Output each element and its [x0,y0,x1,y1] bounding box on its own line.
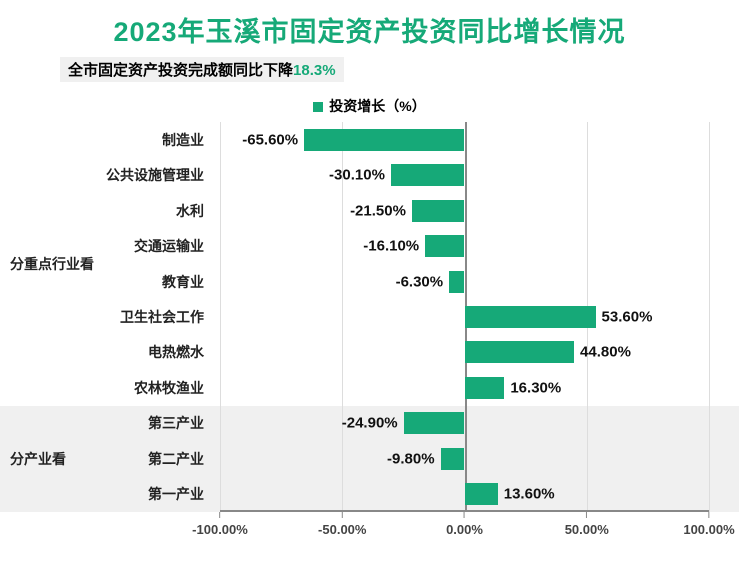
category-label: 电热燃水 [12,342,212,362]
x-tick: 0.00% [446,512,483,537]
x-tick: -100.00% [192,512,248,537]
chart-area: 制造业-65.60%公共设施管理业-30.10%水利-21.50%交通运输业-1… [0,122,739,552]
value-label: 44.80% [580,344,631,361]
chart-title: 2023年玉溪市固定资产投资同比增长情况 [0,0,739,49]
category-label: 农林牧渔业 [12,378,212,398]
group-label: 分重点行业看 [10,254,94,274]
bar-row: 制造业-65.60% [220,122,709,157]
value-label: 53.60% [602,308,653,325]
value-label: -21.50% [350,202,406,219]
value-label: 16.30% [510,379,561,396]
bar [404,412,465,434]
subtitle-text: 全市固定资产投资完成额同比下降 [68,62,293,79]
bar-row: 交通运输业-16.10% [220,228,709,263]
x-tick: 100.00% [683,512,734,537]
bar [304,129,464,151]
value-label: -30.10% [329,167,385,184]
bar [465,341,575,363]
bar-row: 农林牧渔业16.30% [220,370,709,405]
category-label: 第三产业 [12,413,212,433]
bar [412,200,465,222]
legend: 投资增长（%） [0,96,739,116]
subtitle-highlight: 18.3% [293,62,336,79]
x-tick: 50.00% [565,512,609,537]
plot: 制造业-65.60%公共设施管理业-30.10%水利-21.50%交通运输业-1… [220,122,709,512]
x-tick: -50.00% [318,512,366,537]
bar-row: 公共设施管理业-30.10% [220,157,709,192]
bar-row: 卫生社会工作53.60% [220,299,709,334]
bar-row: 电热燃水44.80% [220,335,709,370]
gridline [709,122,710,512]
bar-row: 第二产业-9.80% [220,441,709,476]
value-label: -9.80% [387,450,435,467]
bar-row: 教育业-6.30% [220,264,709,299]
legend-label: 投资增长（%） [329,98,425,114]
bar [425,235,464,257]
value-label: -16.10% [363,238,419,255]
bar [465,377,505,399]
legend-swatch [313,102,323,112]
chart-subtitle: 全市固定资产投资完成额同比下降18.3% [60,57,344,82]
bar-row: 第一产业13.60% [220,477,709,512]
category-label: 制造业 [12,130,212,150]
bar-row: 第三产业-24.90% [220,406,709,441]
value-label: 13.60% [504,486,555,503]
bar [465,483,498,505]
value-label: -65.60% [242,131,298,148]
category-label: 卫生社会工作 [12,307,212,327]
group-label: 分产业看 [10,449,66,469]
category-label: 第一产业 [12,484,212,504]
bar [441,448,465,470]
bar [391,164,465,186]
category-label: 水利 [12,201,212,221]
value-label: -24.90% [342,415,398,432]
category-label: 教育业 [12,272,212,292]
bar [449,271,464,293]
bar [465,306,596,328]
value-label: -6.30% [396,273,444,290]
category-label: 公共设施管理业 [12,165,212,185]
x-ticks: -100.00%-50.00%0.00%50.00%100.00% [220,512,709,552]
bar-row: 水利-21.50% [220,193,709,228]
